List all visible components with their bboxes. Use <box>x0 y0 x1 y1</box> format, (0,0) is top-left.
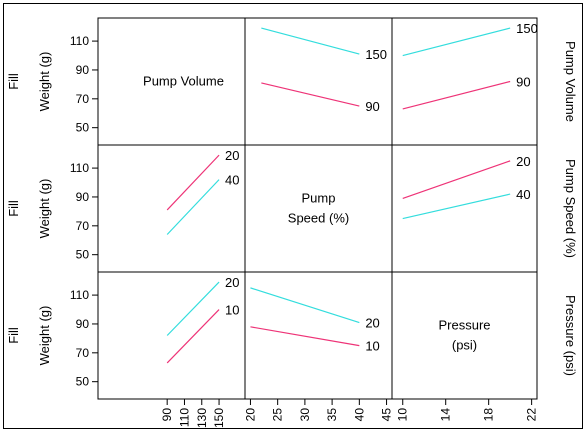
x-tick-label: 150 <box>212 408 226 428</box>
series-end-label: 40 <box>225 173 239 188</box>
series-line-20 <box>250 287 360 324</box>
y-axis-label-line-2: Weight (g) <box>37 306 52 366</box>
diagonal-factor-label: Speed (%) <box>288 211 349 226</box>
diagonal-factor-label: Pump Volume <box>143 74 224 89</box>
x-tick-label: 90 <box>160 408 174 422</box>
x-tick-label: 18 <box>482 408 496 422</box>
x-tick-label: 14 <box>439 408 453 422</box>
y-axis-label-line-1: Fill <box>6 200 21 217</box>
series-end-label: 10 <box>365 339 379 354</box>
series-line-90 <box>402 80 511 110</box>
series-line-150 <box>402 27 511 57</box>
x-tick-label: 30 <box>298 408 312 422</box>
diagonal-factor-label: Pump <box>302 191 336 206</box>
series-end-label: 90 <box>516 75 530 90</box>
y-axis-label-line-2: Weight (g) <box>37 179 52 239</box>
x-tick-label: 110 <box>177 408 191 427</box>
x-tick-label: 10 <box>396 408 410 422</box>
x-tick-label: 45 <box>380 408 394 422</box>
series-line-10 <box>166 309 220 364</box>
x-tick-label: 40 <box>352 408 366 422</box>
y-tick-label: 70 <box>76 219 90 233</box>
y-tick-label: 50 <box>76 375 90 389</box>
y-axis-label-line-1: Fill <box>6 73 21 90</box>
series-line-10 <box>250 326 360 347</box>
series-line-150 <box>261 27 360 55</box>
x-tick-label: 22 <box>525 408 539 422</box>
series-end-label: 150 <box>365 47 387 62</box>
plot-area-frame <box>97 17 538 400</box>
y-tick-label: 110 <box>70 288 89 302</box>
series-line-20 <box>166 154 220 211</box>
x-tick-label: 35 <box>325 408 339 422</box>
x-tick-label: 25 <box>271 408 285 422</box>
right-side-label: Pump Speed (%) <box>563 159 578 258</box>
y-tick-label: 90 <box>76 190 90 204</box>
series-end-label: 10 <box>225 303 239 318</box>
series-line-40 <box>402 193 511 220</box>
series-end-label: 20 <box>516 154 530 169</box>
series-line-20 <box>166 281 220 336</box>
series-end-label: 150 <box>516 21 538 36</box>
x-tick-label: 20 <box>243 408 257 422</box>
x-tick-label: 130 <box>195 408 209 428</box>
diagonal-factor-label: Pressure <box>438 318 490 333</box>
series-end-label: 40 <box>516 187 530 202</box>
series-line-20 <box>402 160 511 199</box>
diagonal-factor-label: (psi) <box>452 338 477 353</box>
series-line-90 <box>261 82 360 107</box>
y-tick-label: 90 <box>76 63 90 77</box>
y-tick-label: 50 <box>76 248 90 262</box>
y-tick-label: 110 <box>70 161 89 175</box>
y-axis-label-line-2: Weight (g) <box>37 52 52 112</box>
y-tick-label: 50 <box>76 121 90 135</box>
series-end-label: 90 <box>365 99 379 114</box>
y-tick-label: 70 <box>76 346 90 360</box>
right-side-label: Pump Volume <box>563 41 578 122</box>
series-line-40 <box>166 179 220 235</box>
y-tick-label: 110 <box>70 34 89 48</box>
series-end-label: 20 <box>225 148 239 163</box>
right-side-label: Pressure (psi) <box>563 295 578 376</box>
series-end-label: 20 <box>365 316 379 331</box>
y-tick-label: 70 <box>76 92 90 106</box>
outer-frame <box>3 3 583 429</box>
y-axis-label-line-1: Fill <box>6 327 21 344</box>
series-end-label: 20 <box>225 275 239 290</box>
y-tick-label: 90 <box>76 317 90 331</box>
